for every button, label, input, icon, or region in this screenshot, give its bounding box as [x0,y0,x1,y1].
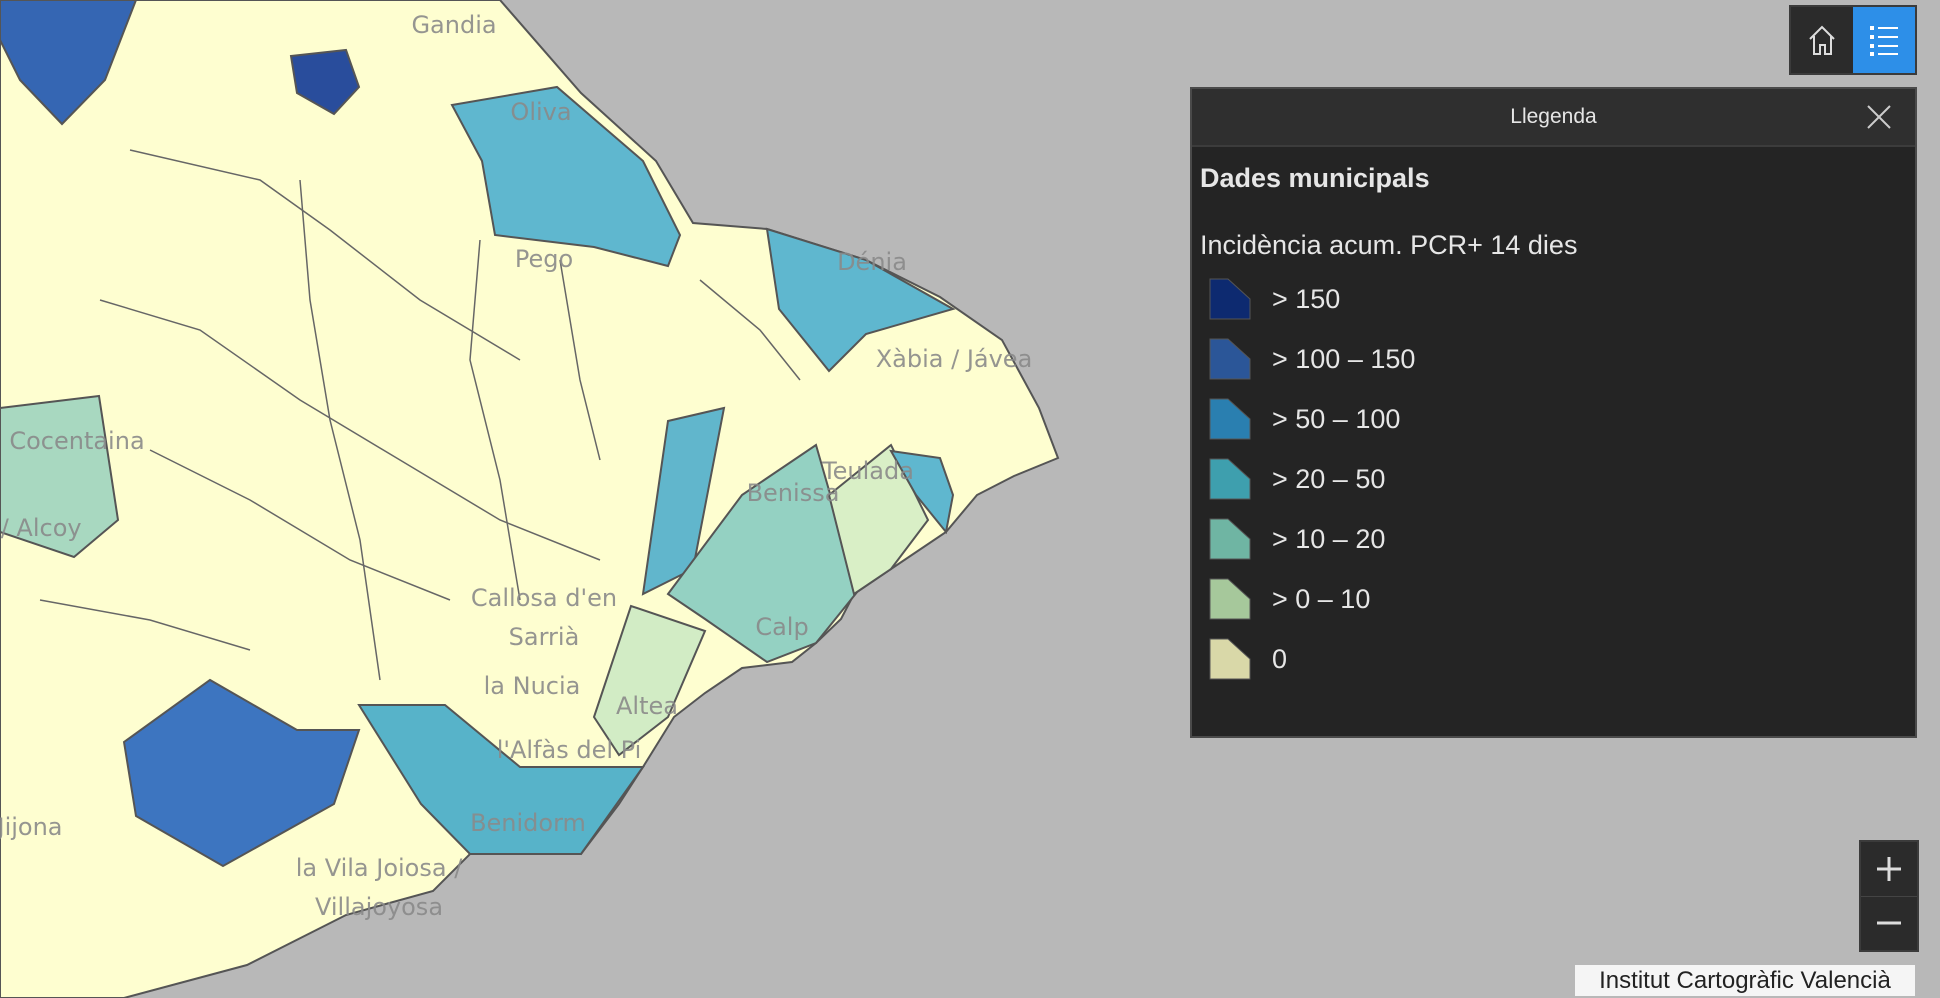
swatch-shape [1209,518,1251,560]
plus-icon [1877,856,1901,881]
legend-button[interactable] [1853,7,1915,73]
legend-swatch [1209,338,1251,380]
legend-header-text: Llegenda [1510,105,1597,128]
minus-icon [1877,921,1901,925]
home-button[interactable] [1791,7,1853,73]
legend-label: 0 [1272,643,1288,674]
place-label: la Nucia [484,672,581,700]
legend-item: > 10 – 20 [1208,509,1915,569]
legend-label: > 0 – 10 [1272,583,1371,614]
place-label: Jijona [0,813,63,841]
attribution: Institut Cartogràfic Valencià [1575,965,1915,996]
legend-swatch [1209,278,1251,320]
legend-title: Dades municipals [1200,163,1430,193]
legend-item: > 50 – 100 [1208,389,1915,449]
legend-swatch [1209,458,1251,500]
place-label: Altea [616,692,678,720]
place-label: Teulada [821,457,914,485]
place-label: Callosa d'en [471,584,617,612]
place-label: Benidorm [470,809,586,837]
place-label: Calp [755,613,808,641]
legend-item: 0 [1208,629,1915,689]
legend-field: Incidència acum. PCR+ 14 dies [1200,230,1578,260]
swatch-shape [1209,398,1251,440]
legend-label: > 100 – 150 [1272,343,1416,374]
legend-header: Llegenda [1192,89,1915,147]
zoom-out[interactable] [1861,897,1917,951]
legend-swatch [1209,578,1251,620]
home-icon [1809,25,1835,55]
swatch-shape [1209,338,1251,380]
borders [39,149,801,681]
place-label: Sarrià [509,623,580,651]
place-label: Pego [515,245,573,273]
place-label: l'Alfàs del Pi [497,736,642,764]
swatch-shape [1209,278,1251,320]
legend-item: > 20 – 50 [1208,449,1915,509]
place-label: la Vila Joiosa / [296,854,464,882]
list-icon [1870,26,1898,56]
place-label: Oliva [510,98,571,126]
close-button[interactable] [1865,103,1893,131]
legend-swatch [1209,638,1251,680]
legend-label: > 10 – 20 [1272,523,1386,554]
place-label: Cocentaina [9,427,144,455]
place-label: Villajoyosa [315,893,443,921]
place-label: Gandia [411,11,496,39]
place-label: Xàbia / Jávea [876,345,1033,373]
place-label: i / Alcoy [0,514,82,542]
place-label: Dénia [837,248,907,276]
place-label: Benissa [747,479,840,507]
districts [0,0,956,868]
legend-item: > 100 – 150 [1208,329,1915,389]
swatch-shape [1209,458,1251,500]
legend-swatch [1209,398,1251,440]
top-toolbar [1789,5,1917,75]
legend-items: > 150 > 100 – 150 > 50 – 100 > 20 – 50 > 10 … [1208,269,1915,689]
zoom-in[interactable] [1861,842,1917,897]
legend-swatch [1209,518,1251,560]
legend-item: > 0 – 10 [1208,569,1915,629]
legend-label: > 20 – 50 [1272,463,1386,494]
legend-panel: Llegenda Dades municipals Incidència acu… [1190,87,1917,738]
legend-label: > 50 – 100 [1272,403,1401,434]
swatch-shape [1209,638,1251,680]
place-labels: Gandia Oliva Pego Dénia Xàbia / Jávea Cocenta… [0,11,1032,921]
zoom-controls [1859,840,1919,952]
swatch-shape [1209,578,1251,620]
legend-label: > 150 [1272,283,1341,314]
legend-item: > 150 [1208,269,1915,329]
